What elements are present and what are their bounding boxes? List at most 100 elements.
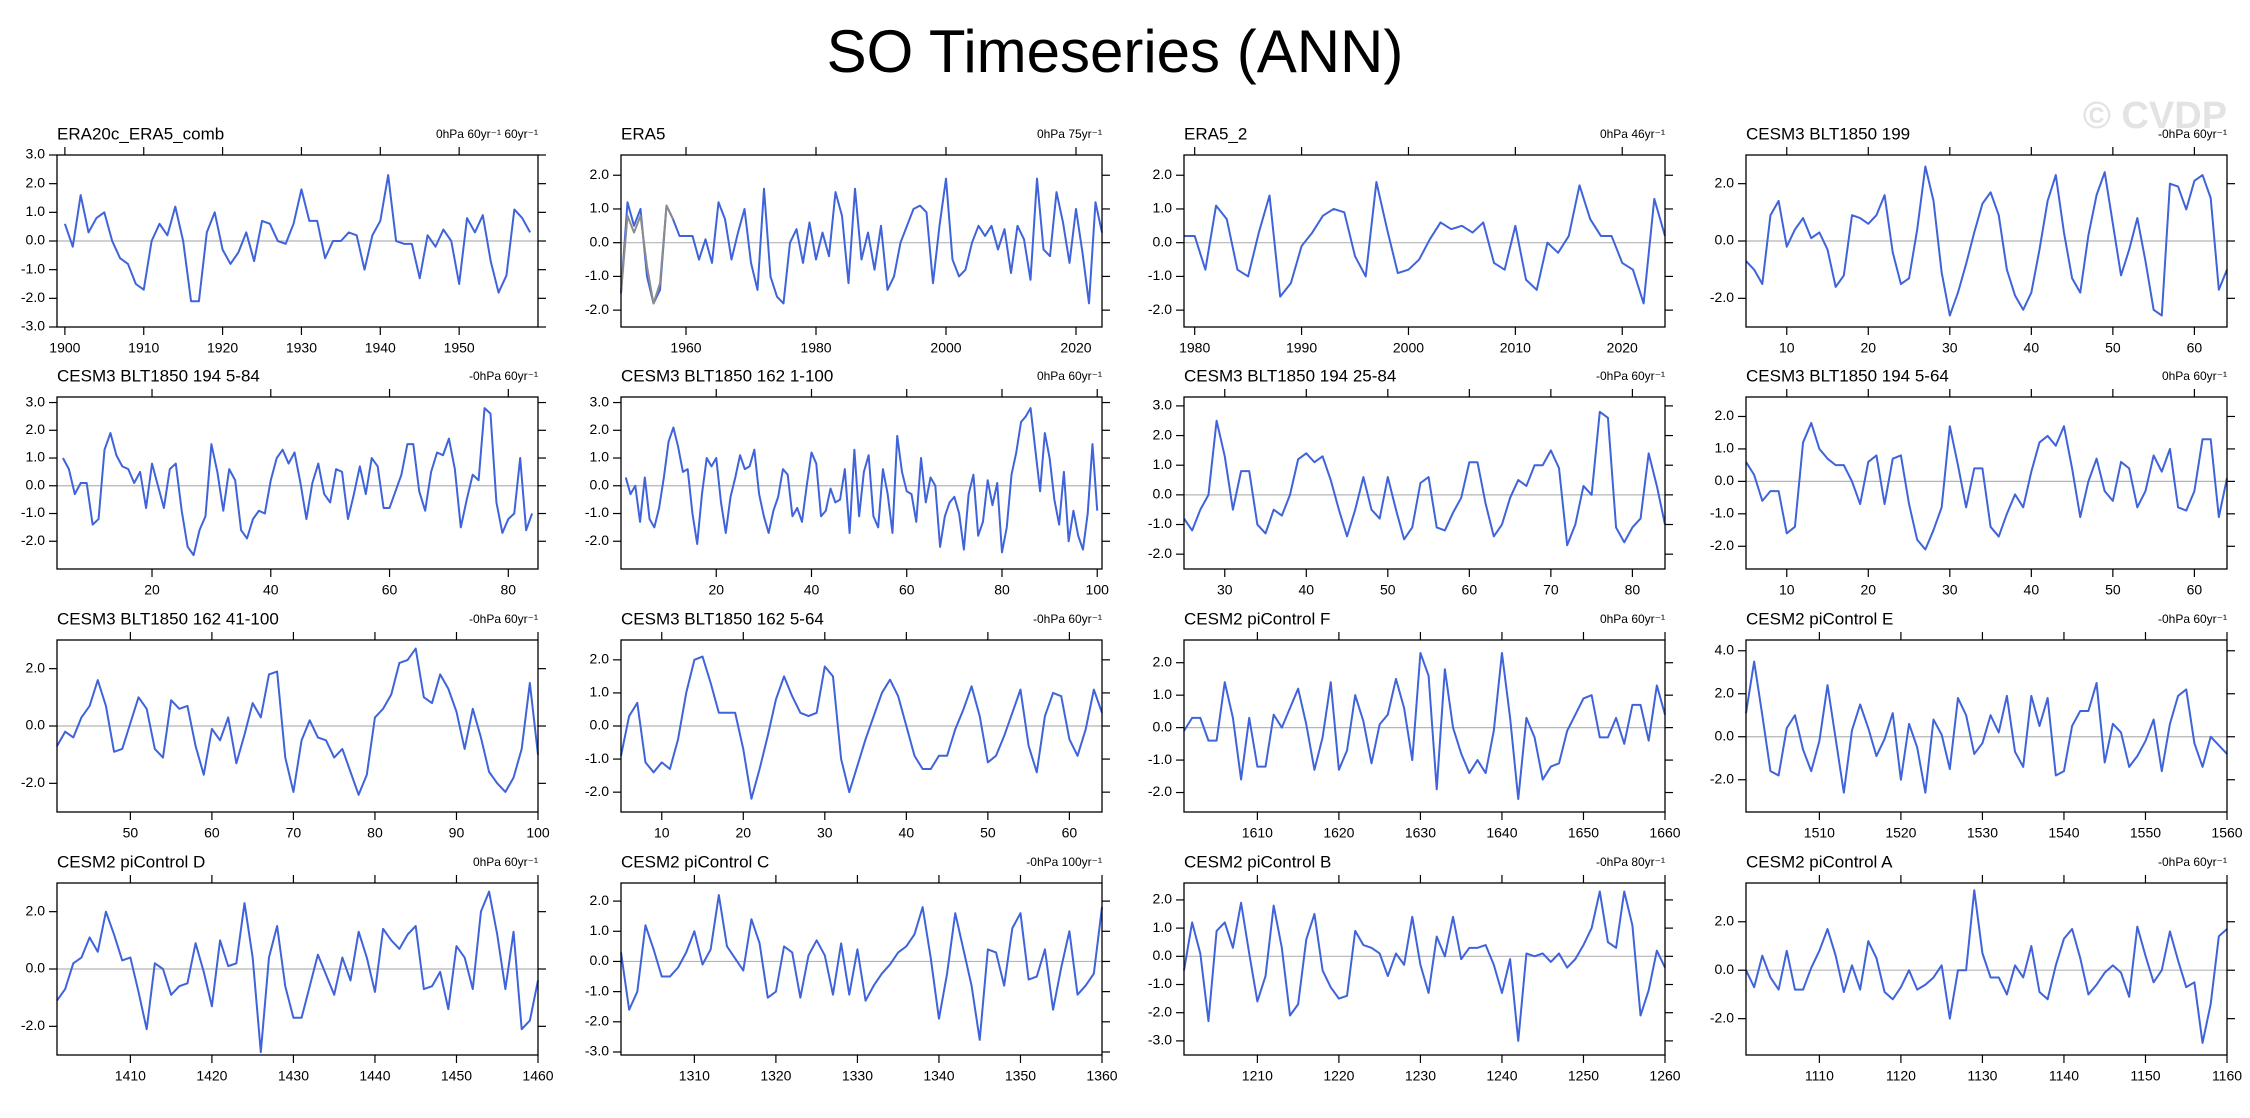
- x-tick-label: 40: [899, 825, 915, 841]
- y-tick-label: 2.0: [26, 421, 46, 437]
- y-tick-label: -2.0: [1148, 783, 1172, 799]
- y-tick-label: 1.0: [590, 922, 610, 938]
- x-tick-label: 1520: [1885, 825, 1916, 841]
- y-tick-label: 2.0: [1153, 426, 1173, 442]
- x-tick-label: 40: [1298, 582, 1314, 598]
- x-tick-label: 10: [654, 825, 670, 841]
- x-tick-label: 60: [2187, 582, 2203, 598]
- panel-subtitle: 0hPa 75yr⁻¹: [1037, 127, 1102, 141]
- y-tick-label: 2.0: [1715, 174, 1735, 190]
- x-tick-label: 1150: [2130, 1068, 2160, 1084]
- plot-frame: [620, 154, 1103, 328]
- x-tick-label: 50: [123, 825, 139, 841]
- y-tick-label: 3.0: [26, 146, 46, 162]
- y-tick-label: -2.0: [21, 532, 45, 548]
- x-tick-label: 100: [526, 825, 550, 841]
- y-tick-label: 0.0: [1153, 486, 1173, 502]
- series-line: [63, 174, 531, 303]
- x-tick-label: 1620: [1323, 825, 1354, 841]
- plot-frame: [1745, 396, 2228, 570]
- x-tick-label: 1990: [1286, 340, 1317, 356]
- x-tick-label: 80: [367, 825, 383, 841]
- plot-frame: [620, 639, 1103, 813]
- y-tick-label: -1.0: [585, 267, 609, 283]
- x-tick-label: 1960: [670, 340, 701, 356]
- y-tick-label: 0.0: [1715, 961, 1735, 977]
- x-tick-label: 1350: [1005, 1068, 1036, 1084]
- y-tick-label: -1.0: [21, 260, 45, 276]
- x-tick-label: 20: [144, 582, 160, 598]
- y-tick-label: 3.0: [26, 393, 46, 409]
- y-tick-label: -2.0: [1710, 1009, 1734, 1025]
- x-tick-label: 1420: [196, 1068, 227, 1084]
- series-line: [1745, 660, 2228, 794]
- y-tick-label: 2.0: [1715, 684, 1735, 700]
- x-tick-label: 50: [2105, 582, 2121, 598]
- x-tick-label: 60: [2187, 340, 2203, 356]
- panel-title: CESM3 BLT1850 199: [1746, 124, 1910, 143]
- y-tick-label: 3.0: [1153, 397, 1173, 413]
- x-tick-label: 1900: [49, 340, 80, 356]
- panel-subtitle: 0hPa 60yr⁻¹: [473, 855, 538, 869]
- panel-title: CESM3 BLT1850 162 41-100: [57, 609, 279, 628]
- y-tick-label: 0.0: [1715, 232, 1735, 248]
- series-line: [56, 647, 539, 796]
- x-tick-label: 60: [1462, 582, 1478, 598]
- x-tick-label: 1340: [923, 1068, 954, 1084]
- x-tick-label: 1230: [1405, 1068, 1436, 1084]
- y-tick-label: 2.0: [590, 892, 610, 908]
- y-tick-label: 0.0: [1715, 472, 1735, 488]
- panel-title: CESM3 BLT1850 162 5-64: [621, 609, 824, 628]
- panel-subtitle: -0hPa 60yr⁻¹: [469, 369, 538, 383]
- y-tick-label: 2.0: [590, 421, 610, 437]
- x-tick-label: 1980: [1179, 340, 1210, 356]
- x-tick-label: 50: [2105, 340, 2121, 356]
- y-tick-label: -2.0: [21, 1017, 45, 1033]
- x-tick-label: 10: [1779, 340, 1795, 356]
- x-tick-label: 1220: [1323, 1068, 1354, 1084]
- plot-frame: [1745, 154, 2228, 328]
- panel-title: CESM3 BLT1850 194 5-64: [1746, 366, 1949, 385]
- x-tick-label: 20: [1860, 582, 1876, 598]
- panel-subtitle: -0hPa 60yr⁻¹: [469, 612, 538, 626]
- plot-frame: [56, 154, 539, 328]
- panel-title: ERA20c_ERA5_comb: [57, 124, 224, 143]
- y-tick-label: -2.0: [1148, 545, 1172, 561]
- series-line: [620, 894, 1103, 1041]
- x-tick-label: 1360: [1086, 1068, 1117, 1084]
- x-tick-label: 90: [449, 825, 465, 841]
- y-tick-label: -1.0: [1710, 505, 1734, 521]
- x-tick-label: 1260: [1649, 1068, 1680, 1084]
- x-tick-label: 40: [2024, 582, 2040, 598]
- panel-subtitle: -0hPa 100yr⁻¹: [1026, 855, 1102, 869]
- y-tick-label: 0.0: [590, 952, 610, 968]
- y-tick-label: 3.0: [590, 393, 610, 409]
- y-tick-label: -2.0: [21, 289, 45, 305]
- y-tick-label: 0.0: [26, 960, 46, 976]
- x-tick-label: 1950: [444, 340, 475, 356]
- x-tick-label: 1110: [1805, 1068, 1834, 1084]
- y-tick-label: 1.0: [590, 200, 610, 216]
- x-tick-label: 80: [994, 582, 1010, 598]
- series-line: [1745, 421, 2228, 551]
- x-tick-label: 2020: [1060, 340, 1091, 356]
- x-tick-label: 1430: [278, 1068, 309, 1084]
- x-tick-label: 1240: [1486, 1068, 1517, 1084]
- y-tick-label: 2.0: [590, 651, 610, 667]
- x-tick-label: 30: [1942, 340, 1958, 356]
- x-tick-label: 80: [1625, 582, 1641, 598]
- x-tick-label: 30: [1942, 582, 1958, 598]
- x-tick-label: 1940: [365, 340, 396, 356]
- x-tick-label: 80: [501, 582, 517, 598]
- y-tick-label: -3.0: [585, 1043, 609, 1059]
- x-tick-label: 1440: [359, 1068, 390, 1084]
- y-tick-label: 1.0: [1153, 200, 1173, 216]
- y-tick-label: -1.0: [585, 750, 609, 766]
- y-tick-label: -2.0: [1710, 289, 1734, 305]
- x-tick-label: 1250: [1568, 1068, 1599, 1084]
- x-tick-label: 2020: [1607, 340, 1638, 356]
- x-tick-label: 1530: [1967, 825, 1998, 841]
- series-line: [62, 407, 534, 557]
- x-tick-label: 1980: [800, 340, 831, 356]
- panel-title: CESM2 piControl F: [1184, 609, 1330, 628]
